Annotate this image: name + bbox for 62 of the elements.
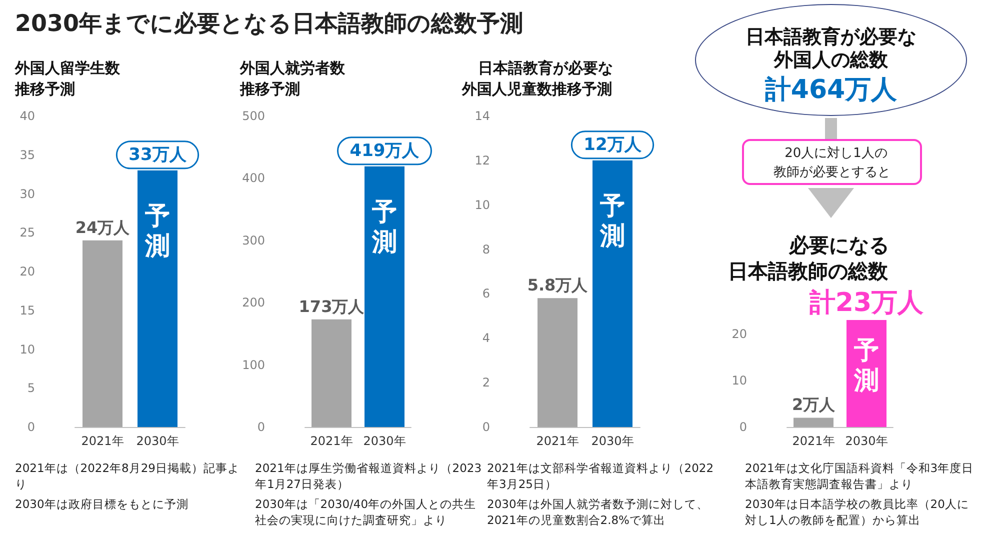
chart-title: 外国人就労者数推移予測 xyxy=(240,58,346,100)
y-tick-label: 10 xyxy=(474,198,490,212)
y-tick-label: 20 xyxy=(732,326,747,341)
x-tick-label: 2021年 xyxy=(792,434,835,448)
y-tick-label: 200 xyxy=(242,296,265,310)
y-tick-label: 10 xyxy=(20,342,35,356)
y-tick-label: 20 xyxy=(20,264,35,278)
data-label: 12万人 xyxy=(584,134,642,155)
y-tick-label: 30 xyxy=(20,186,35,201)
y-tick-label: 0 xyxy=(257,420,265,434)
text: 日本語教育が必要な外国人の総数 xyxy=(744,26,918,72)
text: 2021年は文部科学省報道資料より（2022年3月25日） xyxy=(487,460,715,492)
y-tick-label: 14 xyxy=(474,109,490,123)
text: 2030年までに必要となる日本語教師の総数予測 xyxy=(15,10,524,39)
data-label: 計23万人 xyxy=(808,288,925,318)
chart-title: 必要になる日本語教師の総数 xyxy=(727,232,890,284)
y-tick-label: 0 xyxy=(482,420,490,434)
data-label: 2万人 xyxy=(792,395,836,414)
data-label: 173万人 xyxy=(298,296,366,316)
data-label: 24万人 xyxy=(75,218,131,237)
text: 2030年は外国人就労者数予測に対して、2021年の児童数割合2.8%で算出 xyxy=(487,496,710,528)
y-tick-label: 25 xyxy=(20,226,35,240)
y-tick-label: 100 xyxy=(242,358,265,372)
data-label: 33万人 xyxy=(128,144,188,165)
x-tick-label: 2021年 xyxy=(310,434,353,448)
text: 2021年は（2022年8月29日掲載）記事より xyxy=(15,460,240,492)
y-tick-label: 0 xyxy=(27,420,35,434)
annotation: 予測 xyxy=(599,190,625,250)
y-tick-label: 300 xyxy=(242,233,265,248)
y-tick-label: 0 xyxy=(739,420,747,434)
y-tick-label: 15 xyxy=(20,303,35,318)
x-tick-label: 2030年 xyxy=(363,434,406,448)
y-tick-label: 6 xyxy=(482,286,490,301)
annotation: 予測 xyxy=(144,200,170,260)
data-label: 5.8万人 xyxy=(527,276,589,295)
text: 計464万人 xyxy=(764,74,898,107)
text: 2021年は文化庁国語科資料「令和3年度日本語教育実態調査報告書」より xyxy=(745,460,975,492)
y-tick-label: 35 xyxy=(20,148,35,162)
y-tick-label: 2 xyxy=(482,376,490,390)
text: 2030年は政府目標をもとに予測 xyxy=(15,496,190,512)
text: 2030年は「2030/40年の外国人との共生社会の実現に向けた調査研究」より xyxy=(255,496,478,528)
y-tick-label: 4 xyxy=(482,331,490,346)
y-tick-label: 10 xyxy=(732,373,747,388)
x-tick-label: 2030年 xyxy=(845,434,888,448)
annotation: 予測 xyxy=(853,336,879,394)
chart-title: 日本語教育が必要な外国人児童数推移予測 xyxy=(462,58,614,100)
text: 2030年は日本語学校の教員比率（20人に対し1人の教師を配置）から算出 xyxy=(745,496,970,528)
text: 20人に対し1人の教師が必要とすると xyxy=(742,139,922,185)
y-tick-label: 400 xyxy=(242,171,265,186)
annotation: 予測 xyxy=(371,196,397,256)
y-tick-label: 8 xyxy=(482,242,490,256)
y-tick-label: 12 xyxy=(474,153,490,168)
x-tick-label: 2030年 xyxy=(136,434,179,448)
y-tick-label: 40 xyxy=(20,109,35,123)
x-tick-label: 2021年 xyxy=(536,434,579,448)
x-tick-label: 2030年 xyxy=(591,434,634,448)
chart-title: 外国人留学生数推移予測 xyxy=(15,58,121,100)
x-tick-label: 2021年 xyxy=(81,434,124,448)
y-tick-label: 5 xyxy=(27,381,35,396)
y-tick-label: 500 xyxy=(242,109,265,123)
data-label: 419万人 xyxy=(350,140,420,161)
text: 2021年は厚生労働省報道資料より（2023年1月27日発表） xyxy=(255,460,483,492)
